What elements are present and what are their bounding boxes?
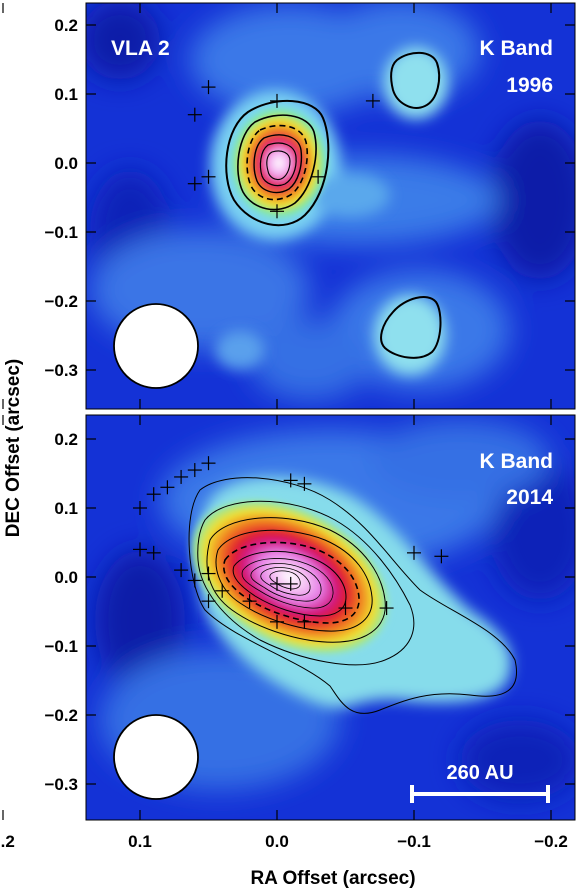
x-tick-label: 0.2 [0, 832, 15, 851]
y-tick-label: −0.1 [44, 637, 78, 656]
panel-2014-frame [85, 414, 576, 821]
plus-marker [434, 549, 449, 564]
plus-marker [270, 576, 284, 591]
y-tick-label: 0.2 [54, 430, 78, 449]
scale-bar: 260 AU [410, 762, 550, 803]
y-tick-label: 0.1 [54, 499, 78, 518]
plus-marker [187, 463, 202, 478]
plus-marker [311, 169, 326, 184]
plus-marker [187, 107, 202, 122]
panel-1996 [86, 3, 575, 409]
y-ticks-top: 0.2 0.1 0.0 −0.1 −0.2 −0.3 [44, 16, 575, 380]
plus-marker [365, 93, 380, 108]
panel-2014-year-label: 2014 [506, 486, 553, 509]
y-tick-label: −0.2 [44, 292, 78, 311]
plus-marker [174, 469, 189, 484]
plus-marker [215, 583, 230, 598]
plus-marker [270, 93, 284, 108]
panel-2014-markers [133, 456, 449, 629]
x-ticks: 0.20.10.0−0.1−0.2−0.3−0.4 [0, 3, 568, 851]
plus-marker [338, 601, 353, 616]
plus-marker [379, 601, 394, 616]
panel-2014-band-label: K Band [480, 450, 554, 473]
plus-marker [187, 573, 202, 588]
panel-1996-contours [225, 51, 442, 359]
scale-bar-label: 260 AU [446, 762, 513, 784]
panel-1996-year-label: 1996 [506, 74, 553, 97]
y-tick-label: 0.0 [54, 154, 78, 173]
plus-marker [201, 456, 216, 471]
y-ticks-bottom: 0.2 0.1 0.0 −0.1 −0.2 −0.3 [44, 430, 575, 794]
panel-1996-beam [113, 303, 199, 389]
plus-marker [160, 480, 175, 495]
plus-marker [242, 594, 257, 609]
plus-marker [283, 576, 298, 591]
plus-marker [407, 545, 421, 560]
x-tick-label: −0.1 [397, 832, 431, 851]
plus-marker [201, 566, 216, 581]
plus-marker [133, 542, 147, 557]
plus-marker [270, 204, 284, 219]
x-tick-label: −0.2 [534, 832, 568, 851]
x-axis-label: RA Offset (arcsec) [250, 868, 415, 889]
panel-1996-core [227, 103, 331, 223]
panel-1996-source-label: VLA 2 [111, 37, 170, 60]
panel-1996-frame [85, 2, 576, 410]
x-tick-label: 0.0 [265, 832, 289, 851]
plus-marker [201, 594, 216, 609]
plus-marker [174, 563, 189, 578]
plus-marker [270, 614, 284, 629]
y-tick-label: 0.0 [54, 568, 78, 587]
panel-2014-contours [188, 477, 517, 714]
plus-marker [283, 473, 298, 488]
y-tick-label: −0.2 [44, 706, 78, 725]
plus-marker [201, 169, 216, 184]
plus-marker [297, 476, 312, 491]
y-tick-label: 0.2 [54, 16, 78, 35]
panel-2014-beam [113, 714, 199, 800]
plus-marker [146, 487, 161, 502]
y-axis-label: DEC Offset (arcsec) [3, 359, 24, 537]
panel-1996-markers [187, 80, 380, 219]
x-tick-label: 0.1 [128, 832, 152, 851]
plus-marker [297, 614, 312, 629]
plus-marker [133, 501, 147, 515]
plus-marker [187, 176, 202, 191]
y-tick-label: 0.1 [54, 85, 78, 104]
y-tick-label: −0.3 [44, 775, 78, 794]
panel-1996-band-label: K Band [480, 37, 554, 60]
y-tick-label: −0.1 [44, 223, 78, 242]
plus-marker [201, 80, 216, 95]
y-tick-label: −0.3 [44, 361, 78, 380]
plus-marker [146, 545, 161, 560]
